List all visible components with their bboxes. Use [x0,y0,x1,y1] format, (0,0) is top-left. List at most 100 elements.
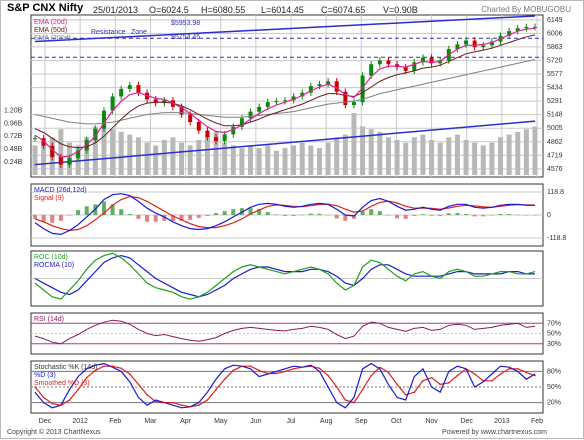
stochastic-d-dot [318,367,321,370]
candle-body [188,114,193,123]
volume-bar [437,142,443,175]
macd-histogram-bar [76,210,81,215]
stochastic-d-dot [266,372,269,375]
stochastic-d-dot [447,382,450,384]
stochastic-d-dot [439,383,441,386]
volume-bar [291,145,297,175]
candle-body [455,44,460,50]
volume-bar [41,141,47,175]
volume-tick-label: 1.20B [4,107,23,114]
macd-histogram-bar [231,209,236,215]
candle-body [334,81,339,92]
candle-body [50,145,55,158]
stochastic-d-dot [215,388,217,391]
macd-histogram-bar [498,214,503,215]
macd-histogram-bar [265,212,270,215]
stochastic-d-dot [172,401,174,404]
price-tick-label: 5148 [547,112,563,119]
stochastic-d-dot [413,391,416,394]
volume-bar [282,148,288,175]
macd-histogram-bar [524,215,529,216]
candle-body [67,158,72,165]
macd-histogram-bar [205,215,210,216]
stochastic-d-dot [241,365,243,368]
stochastic-d-dot [301,366,304,369]
stochastic-k-line [34,362,536,409]
candle-body [326,81,331,85]
candle-body [41,138,46,146]
stochastic-d-dot [327,374,329,377]
macd-histogram-bar [50,215,55,223]
macd-tick-label: 118.8 [547,189,564,196]
price-tick-label: 4862 [547,139,563,146]
quote-date: 25/01/2013 [93,5,139,15]
volume-bar [316,148,322,175]
stochastic-d-dot [197,404,200,407]
stochastic-d-dot [60,404,62,407]
macd-histogram-bar [472,215,477,217]
macd-histogram-bar [274,214,279,215]
volume-bar [515,131,521,175]
stochastic-d-dot [232,369,235,372]
volume-tick-label: 0.48B [4,146,23,153]
stochastic-d-dot [137,383,140,386]
stochastic-d-dot [292,368,295,370]
stochastic-d-dot [258,369,260,372]
volume-bar [92,126,98,175]
volume-bar [351,113,357,175]
candle-body [515,28,520,32]
macd-histogram-bar [127,214,132,215]
volume-bar [213,131,219,175]
stochastic-d-dot [180,404,183,407]
legend-smoothed-d: Smoothed %D (3) [34,380,90,387]
macd-histogram-bar [58,215,63,221]
macd-histogram-bar [291,215,296,216]
candle-body [110,96,115,111]
stochastic-d-dot [249,365,252,368]
stochastic-d-dot [473,373,476,375]
volume-bar [523,129,529,175]
volume-bar [58,129,64,175]
macd-histogram-bar [429,215,434,216]
macd-tick-label: -118.8 [547,235,566,242]
candle-body [196,122,201,131]
candle-body [343,91,348,105]
volume-bar [144,142,150,175]
volume-bar [377,131,383,175]
x-tick-label: Mar [144,418,157,425]
price-tick-label: 5720 [547,57,563,64]
candle-body [420,57,425,63]
macd-histogram-bar [222,211,227,215]
copyright-text: Copyright © 2013 ChartNexus [7,429,101,436]
x-tick-label: Nov [425,418,438,425]
legend-stochastic-d: %D (3) [34,372,56,379]
stochastic-d-dot [154,400,157,403]
macd-histogram-bar [446,213,451,215]
stochastic-d-dot [335,386,338,388]
charted-by-credit: Charted By MOBUGOBU [481,5,571,14]
candle-body [76,150,81,159]
legend-macd: MACD (26d,12d) [34,187,87,194]
quote-low: L=6014.45 [261,5,304,15]
stochastic-d-dot [456,374,459,377]
price-tick-label: 4576 [547,166,563,173]
macd-histogram-bar [455,213,460,215]
stochastic-d-dot [42,396,45,399]
stochastic-d-dot [85,376,88,379]
volume-bar [420,134,426,175]
x-tick-label: Oct [391,418,402,425]
macd-histogram-bar [308,213,313,215]
chart-title: S&P CNX Nifty [7,2,84,14]
x-tick-label: 2013 [494,418,510,425]
candle-body [291,96,296,101]
stochastic-d-dot [284,370,286,373]
quote-open: O=6024.5 [149,5,189,15]
volume-bar [463,140,469,175]
macd-histogram-bar [386,215,391,216]
candle-body [360,75,365,103]
rsi-line [34,319,536,345]
macd-histogram-bar [377,211,382,215]
volume-bar [101,123,107,175]
macd-histogram-bar [360,211,365,215]
